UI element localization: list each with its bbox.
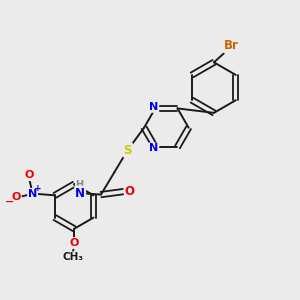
Text: O: O xyxy=(12,192,21,202)
Text: O: O xyxy=(25,170,34,180)
Text: −: − xyxy=(5,197,14,207)
Text: N: N xyxy=(75,187,85,200)
Text: +: + xyxy=(34,184,42,193)
Text: O: O xyxy=(125,185,135,198)
Text: N: N xyxy=(149,143,158,154)
Text: H: H xyxy=(76,180,84,190)
Text: N: N xyxy=(28,189,37,199)
Text: S: S xyxy=(124,143,132,157)
Text: N: N xyxy=(149,102,158,112)
Text: CH₃: CH₃ xyxy=(62,252,83,262)
Text: Br: Br xyxy=(224,40,239,52)
Text: O: O xyxy=(70,238,79,248)
